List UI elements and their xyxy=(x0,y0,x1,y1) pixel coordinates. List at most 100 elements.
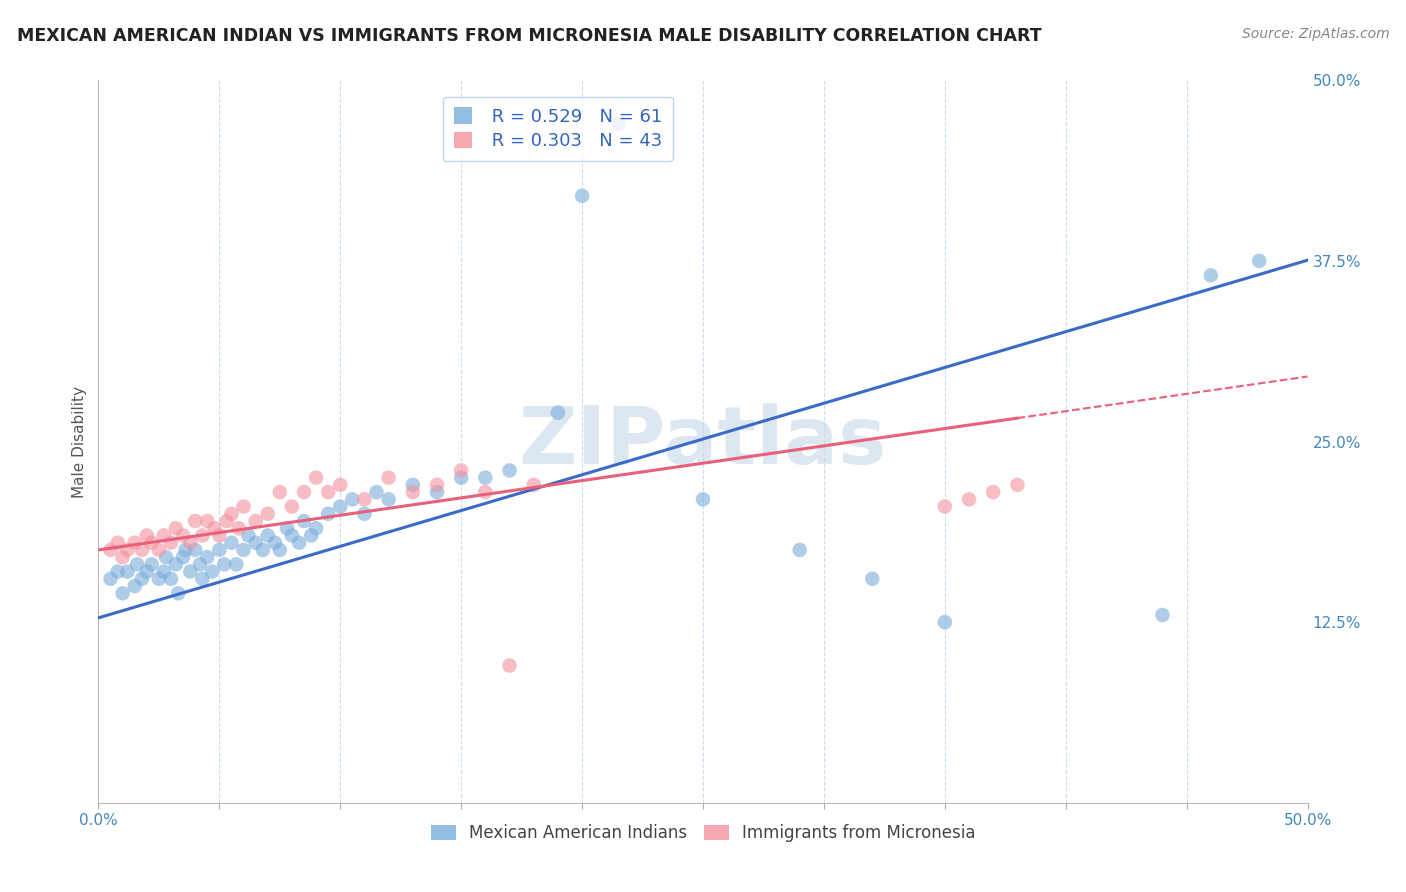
Point xyxy=(288,535,311,549)
Point xyxy=(269,485,291,500)
Point xyxy=(124,579,146,593)
Text: Source: ZipAtlas.com: Source: ZipAtlas.com xyxy=(1241,27,1389,41)
Point xyxy=(245,514,267,528)
Point xyxy=(135,528,157,542)
Point xyxy=(957,492,980,507)
Point xyxy=(402,478,425,492)
Point xyxy=(184,514,207,528)
Point xyxy=(191,528,214,542)
Point xyxy=(148,572,170,586)
Point xyxy=(305,521,328,535)
Point xyxy=(111,586,134,600)
Point xyxy=(100,572,122,586)
Point xyxy=(221,535,243,549)
Point xyxy=(276,521,298,535)
Point xyxy=(353,492,375,507)
Point xyxy=(342,492,364,507)
Point xyxy=(474,470,496,484)
Point xyxy=(329,500,352,514)
Point xyxy=(232,542,254,557)
Point xyxy=(934,500,956,514)
Y-axis label: Male Disability: Male Disability xyxy=(72,385,87,498)
Point xyxy=(426,478,449,492)
Point xyxy=(195,514,218,528)
Point xyxy=(174,542,197,557)
Point xyxy=(165,558,187,572)
Point xyxy=(523,478,546,492)
Point xyxy=(366,485,388,500)
Point xyxy=(245,535,267,549)
Point xyxy=(208,542,231,557)
Point xyxy=(195,550,218,565)
Point xyxy=(1007,478,1029,492)
Point xyxy=(607,117,630,131)
Point xyxy=(172,550,194,565)
Point xyxy=(204,521,226,535)
Point xyxy=(160,535,183,549)
Point xyxy=(167,586,190,600)
Point xyxy=(292,485,315,500)
Point xyxy=(281,500,304,514)
Point xyxy=(377,470,399,484)
Point xyxy=(135,565,157,579)
Point xyxy=(377,492,399,507)
Point xyxy=(547,406,569,420)
Point xyxy=(299,528,322,542)
Point xyxy=(124,535,146,549)
Point xyxy=(215,514,238,528)
Point xyxy=(201,565,224,579)
Point xyxy=(789,542,811,557)
Point xyxy=(155,550,177,565)
Point xyxy=(402,485,425,500)
Point xyxy=(474,485,496,500)
Point xyxy=(152,565,174,579)
Point xyxy=(316,485,339,500)
Point xyxy=(184,542,207,557)
Point xyxy=(179,565,201,579)
Point xyxy=(305,470,328,484)
Point xyxy=(256,528,278,542)
Point xyxy=(269,542,291,557)
Point xyxy=(188,558,211,572)
Point xyxy=(934,615,956,630)
Point xyxy=(131,542,153,557)
Point xyxy=(1249,253,1271,268)
Text: MEXICAN AMERICAN INDIAN VS IMMIGRANTS FROM MICRONESIA MALE DISABILITY CORRELATIO: MEXICAN AMERICAN INDIAN VS IMMIGRANTS FR… xyxy=(17,27,1042,45)
Point xyxy=(329,478,352,492)
Point xyxy=(232,500,254,514)
Point xyxy=(212,558,235,572)
Point xyxy=(353,507,375,521)
Text: ZIPatlas: ZIPatlas xyxy=(519,402,887,481)
Point xyxy=(256,507,278,521)
Point xyxy=(208,528,231,542)
Point xyxy=(571,189,593,203)
Point xyxy=(111,550,134,565)
Point xyxy=(191,572,214,586)
Point xyxy=(127,558,149,572)
Point xyxy=(141,558,163,572)
Point xyxy=(225,558,247,572)
Point xyxy=(316,507,339,521)
Point xyxy=(131,572,153,586)
Point xyxy=(165,521,187,535)
Point xyxy=(107,535,129,549)
Point xyxy=(292,514,315,528)
Point xyxy=(498,463,520,477)
Point xyxy=(981,485,1004,500)
Point xyxy=(498,658,520,673)
Point xyxy=(450,470,472,484)
Point xyxy=(117,542,139,557)
Point xyxy=(107,565,129,579)
Point xyxy=(264,535,287,549)
Point xyxy=(1152,607,1174,622)
Point xyxy=(238,528,260,542)
Point xyxy=(450,463,472,477)
Point xyxy=(152,528,174,542)
Point xyxy=(117,565,139,579)
Point xyxy=(160,572,183,586)
Point xyxy=(179,535,201,549)
Legend: Mexican American Indians, Immigrants from Micronesia: Mexican American Indians, Immigrants fro… xyxy=(423,817,983,848)
Point xyxy=(100,542,122,557)
Point xyxy=(228,521,250,535)
Point xyxy=(1199,268,1222,283)
